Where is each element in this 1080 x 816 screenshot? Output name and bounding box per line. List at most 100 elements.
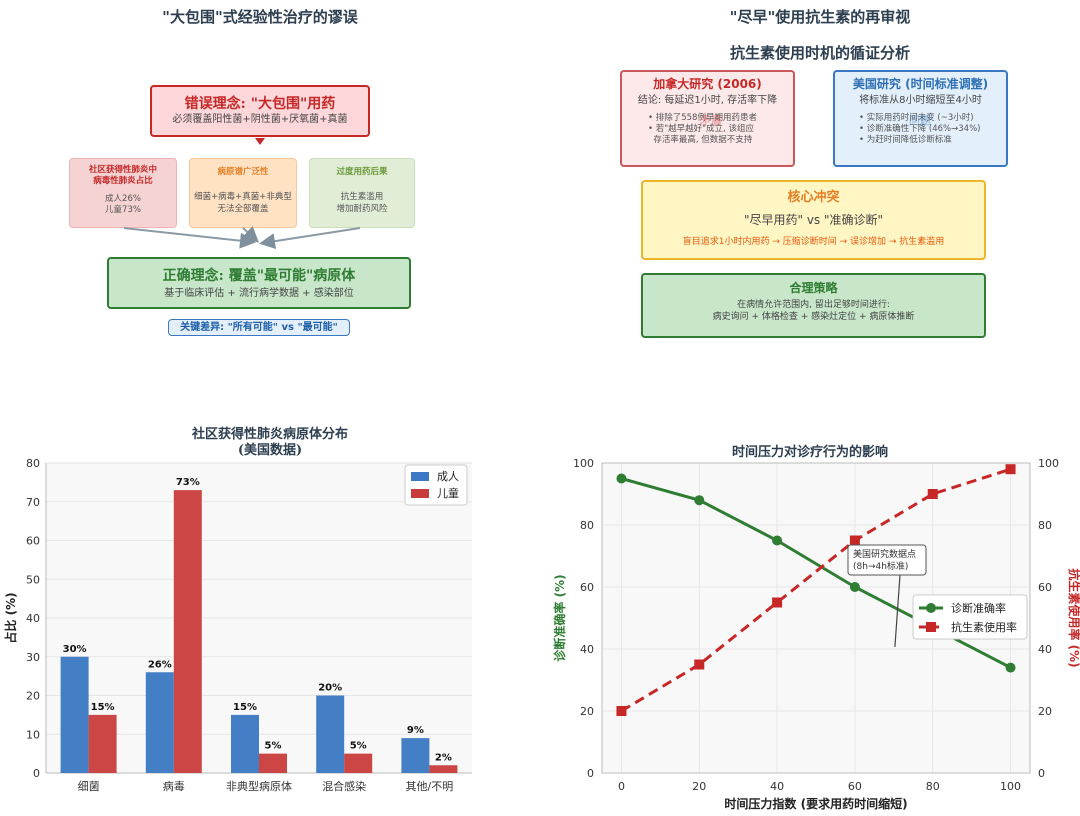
overuse-title: 过度用药后果: [336, 167, 388, 177]
legend-marker: [926, 603, 936, 613]
data-point: [694, 495, 705, 506]
canada-study-points: • 排除了558例早期用药患者 • 若"越早越好"成立, 该组应 存活率最高, …: [648, 112, 757, 146]
plot-frame: [601, 462, 1031, 774]
chart-title: 社区获得性肺炎病原体分布 (美国数据): [191, 427, 348, 458]
x-tick-label: 60: [848, 780, 862, 793]
bar-value-label: 5%: [350, 741, 367, 752]
overuse-box: 过度用药后果 抗生素滥用 增加耐药风险: [309, 158, 415, 228]
core-conflict-chain: 盲目追求1小时内用药 → 压缩诊断时间 → 误诊增加 → 抗生素滥用: [682, 237, 945, 247]
bar-value-label: 9%: [407, 725, 424, 736]
y-tick-label: 80: [580, 519, 594, 532]
x-tick-label: 100: [1000, 780, 1021, 793]
data-point: [1005, 464, 1016, 475]
series-line: [620, 467, 1012, 713]
wrong-concept-sub: 必须覆盖阳性菌+阴性菌+厌氧菌+真菌: [172, 114, 348, 125]
core-conflict-box: 核心冲突 "尽早用药" vs "准确诊断" 盲目追求1小时内用药 → 压缩诊断时…: [641, 180, 986, 260]
data-point: [616, 473, 627, 484]
key-difference-badge: 关键差异: "所有可能" vs "最可能": [168, 319, 350, 336]
y-tick-label: 20: [26, 690, 40, 703]
pathogen-spectrum-box: 病原谱广泛性 细菌+病毒+真菌+非典型 无法全部覆盖: [189, 158, 297, 228]
y-axis-label: 占比 (%): [3, 592, 18, 643]
y-tick-label: 60: [26, 535, 40, 548]
viral-share-box: 社区获得性肺炎中 病毒性肺炎占比 成人26% 儿童73%: [69, 158, 177, 228]
bar: [145, 672, 174, 773]
annotation-box: [847, 544, 927, 576]
data-point: [927, 489, 938, 499]
bar-value-label: 15%: [233, 702, 257, 713]
bar: [316, 695, 345, 773]
right-concept-title: 正确理念: 覆盖"最可能"病原体: [162, 268, 356, 284]
y-tick-label: 30: [26, 651, 40, 664]
right-concept-sub: 基于临床评估 + 流行病学数据 + 感染部位: [164, 288, 354, 299]
panel-title: "尽早"使用抗生素的再审视: [729, 8, 911, 26]
y-tick-label: 50: [26, 573, 40, 586]
wrong-concept-title: 错误理念: "大包围"用药: [184, 96, 336, 112]
down-arrow-icon: [255, 138, 265, 145]
strategy-text: 在病情允许范围内, 留出足够时间进行: 病史询问 + 体格检查 + 感染灶定位 …: [712, 300, 915, 323]
y-tick-label: 0: [33, 767, 40, 780]
bar: [259, 753, 287, 773]
pathogen-spectrum-title: 病原谱广泛性: [217, 167, 269, 177]
bar-value-label: 2%: [435, 752, 452, 763]
x-tick-label: 混合感染: [322, 779, 366, 793]
legend-label: 成人: [437, 470, 459, 483]
strategy-box: 合理策略 在病情允许范围内, 留出足够时间进行: 病史询问 + 体格检查 + 感…: [641, 273, 986, 338]
line-chart: 0 0 20 20 40 40 60 60 80 80 100 100 0 20 40 60 80 100 时间压力…: [552, 457, 1080, 811]
y2-tick-label: 0: [1038, 767, 1045, 780]
canada-study-box: 加拿大研究 (2006) 结论: 每延迟1小时, 存活率下降 • 排除了558例…: [620, 70, 795, 167]
problem-stamp: 问题: [909, 114, 931, 127]
panel-time-pressure-chart: 时间压力对诊疗行为的影响 0 0 20 20 40 40 60 60 80 80 100 100 0 20…: [540, 415, 1080, 816]
legend-swatch: [411, 489, 429, 498]
data-point: [772, 597, 783, 608]
wrong-concept-box: 错误理念: "大包围"用药 必须覆盖阳性菌+阴性菌+厌氧菌+真菌: [150, 85, 370, 137]
legend-swatch: [411, 472, 429, 481]
x-axis-label: 时间压力指数 (要求用药时间缩短): [724, 796, 907, 811]
panel-subtitle: 抗生素使用时机的循证分析: [729, 44, 910, 62]
overuse-text: 抗生素滥用 增加耐药风险: [336, 192, 388, 214]
core-conflict-title: 核心冲突: [787, 190, 840, 205]
bar-value-label: 15%: [91, 702, 115, 713]
us-study-title: 美国研究 (时间标准调整): [852, 77, 989, 91]
bar: [231, 714, 259, 773]
legend-label: 抗生素使用率: [951, 620, 1017, 634]
x-tick-label: 0: [618, 780, 625, 793]
y2-tick-label: 60: [1038, 581, 1052, 594]
bar-value-label: 20%: [318, 683, 342, 694]
core-conflict-main: "尽早用药" vs "准确诊断": [743, 213, 884, 227]
y-tick-label: 10: [26, 728, 40, 741]
panel-pathogen-chart: 社区获得性肺炎病原体分布 (美国数据) 0 10 20 30 40 50 60 70 80 细菌 3…: [0, 415, 540, 816]
data-point: [849, 582, 860, 592]
bar: [60, 656, 89, 773]
data-point: [772, 535, 783, 546]
y-tick-label: 40: [26, 612, 40, 625]
y-tick-label: 100: [573, 457, 594, 470]
bar: [401, 738, 430, 773]
x-tick-label: 细菌: [78, 780, 100, 793]
x-tick-label: 20: [692, 780, 706, 793]
x-tick-label: 非典型病原体: [226, 779, 292, 793]
data-point: [1005, 662, 1016, 673]
y2-tick-label: 20: [1038, 705, 1052, 718]
contradiction-stamp: 矛盾: [700, 114, 722, 127]
us-study-sub: 将标准从8小时缩短至4小时: [859, 95, 982, 106]
canada-study-title: 加拿大研究 (2006): [653, 77, 762, 91]
legend-label: 儿童: [437, 486, 459, 500]
bar: [173, 490, 202, 773]
bar-value-label: 5%: [265, 741, 282, 752]
bar: [88, 714, 117, 773]
y-tick-label: 60: [580, 581, 594, 594]
y-tick-label: 40: [580, 643, 594, 656]
panel-empiric-fallacy: "大包围"式经验性治疗的谬误 错误理念: "大包围"用药 必须覆盖阳性菌+阴性菌…: [0, 0, 520, 360]
strategy-title: 合理策略: [789, 281, 838, 295]
annotation-pointer: [894, 574, 901, 648]
y2-tick-label: 40: [1038, 643, 1052, 656]
panel-early-antibiotics: "尽早"使用抗生素的再审视 抗生素使用时机的循证分析 加拿大研究 (2006) …: [560, 0, 1080, 360]
right-concept-box: 正确理念: 覆盖"最可能"病原体 基于临床评估 + 流行病学数据 + 感染部位: [107, 257, 411, 309]
canada-study-sub: 结论: 每延迟1小时, 存活率下降: [637, 95, 778, 106]
us-study-box: 美国研究 (时间标准调整) 将标准从8小时缩短至4小时 • 实际用药时间未变 (…: [833, 70, 1008, 167]
y2-tick-label: 100: [1038, 457, 1059, 470]
y-tick-label: 70: [26, 496, 40, 509]
annotation-text: 美国研究数据点: [853, 548, 916, 560]
legend-box: [912, 594, 1028, 640]
viral-share-title: 社区获得性肺炎中 病毒性肺炎占比: [88, 165, 157, 187]
